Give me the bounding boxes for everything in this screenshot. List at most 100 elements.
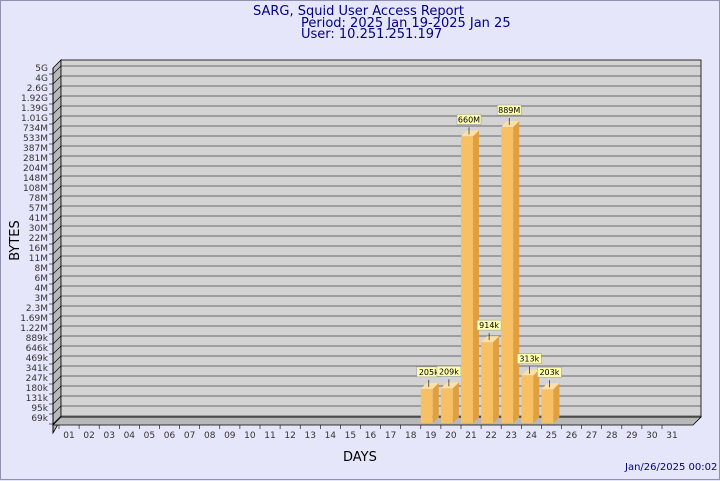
y-gridline-depth — [52, 175, 62, 185]
x-tick-label: 28 — [606, 431, 618, 441]
y-tick-label: 204M — [23, 164, 48, 174]
bar-top — [521, 369, 540, 376]
y-tick-label: 41M — [29, 214, 48, 224]
y-tick-label: 2.6G — [27, 84, 48, 94]
x-tick-label: 04 — [124, 431, 136, 441]
y-gridline-depth — [52, 395, 62, 405]
y-tick-label: 108M — [23, 184, 48, 194]
y-tick-label: 5G — [35, 64, 48, 74]
y-gridline-depth — [52, 285, 62, 295]
x-tick-label: 02 — [83, 431, 94, 441]
y-gridline-depth — [52, 365, 62, 375]
y-gridline-depth — [52, 65, 62, 75]
y-gridline-depth — [52, 215, 62, 225]
bar-value-label: 313k — [519, 355, 539, 364]
x-tick-label: 17 — [385, 431, 396, 441]
y-gridline-depth — [52, 165, 62, 175]
y-gridline-depth — [52, 275, 62, 285]
bar-value-label: 205k — [419, 368, 439, 377]
x-tick-label: 07 — [184, 431, 195, 441]
x-tick-label: 06 — [164, 431, 176, 441]
y-tick-label: 3M — [35, 294, 49, 304]
x-tick-label: 22 — [485, 431, 496, 441]
y-tick-label: 4G — [35, 74, 48, 84]
bar — [420, 388, 433, 423]
x-tick-label: 15 — [345, 431, 356, 441]
y-gridline-depth — [52, 185, 62, 195]
y-tick-label: 281M — [23, 154, 48, 164]
y-gridline-depth — [52, 355, 62, 365]
y-gridline-depth — [52, 265, 62, 275]
bar-top — [420, 382, 439, 389]
y-gridline-depth — [52, 95, 62, 105]
y-gridline-depth — [52, 305, 62, 315]
x-tick-label: 05 — [144, 431, 155, 441]
y-tick-label: 57M — [29, 204, 48, 214]
bar-side — [452, 382, 459, 423]
chart-user: User: 10.251.251.197 — [301, 27, 443, 42]
y-gridline-depth — [52, 75, 62, 85]
y-tick-label: 16M — [29, 244, 48, 254]
y-tick-label: 8M — [35, 264, 49, 274]
x-tick-label: 10 — [244, 431, 256, 441]
y-gridline-depth — [52, 155, 62, 165]
chart-period: Period: 2025 Jan 19-2025 Jan 25 — [301, 16, 511, 31]
x-tick-label: 26 — [566, 431, 578, 441]
y-gridline-depth — [52, 115, 62, 125]
y-tick-label: 95k — [31, 404, 48, 414]
bar — [481, 342, 494, 423]
y-tick-label: 1.39G — [21, 104, 48, 114]
x-tick-label: 19 — [425, 431, 437, 441]
x-tick-label: 18 — [405, 431, 417, 441]
x-tick-label: 20 — [445, 431, 457, 441]
y-tick-label: 469k — [26, 354, 49, 364]
y-gridline-depth — [52, 325, 62, 335]
x-tick-label: 09 — [224, 431, 236, 441]
x-tick-label: 24 — [526, 431, 538, 441]
bar-top — [461, 130, 479, 137]
y-tick-label: 889k — [26, 334, 49, 344]
y-gridline-depth — [52, 225, 62, 235]
x-tick-label: 11 — [264, 431, 275, 441]
y-tick-label: 148M — [23, 174, 48, 184]
y-gridline-depth — [52, 235, 62, 245]
bar-label-box — [436, 366, 462, 377]
y-gridline-depth — [52, 145, 62, 155]
y-tick-label: 387M — [23, 144, 48, 154]
bar-value-label: 660M — [458, 115, 480, 124]
x-tick-label: 21 — [465, 431, 476, 441]
y-tick-label: 78M — [29, 194, 48, 204]
bar-top — [440, 382, 459, 389]
plot-floor — [52, 416, 702, 426]
bar-value-label: 889M — [498, 106, 520, 115]
x-tick-label: 25 — [546, 431, 557, 441]
generated-timestamp: Jan/26/2025 00:02 — [625, 462, 718, 473]
bar-side — [432, 382, 439, 423]
bar-value-label: 203k — [539, 368, 559, 377]
bar-label-box — [537, 366, 562, 378]
y-tick-label: 4M — [35, 284, 49, 294]
bar — [501, 126, 514, 423]
bar-side — [513, 120, 520, 423]
x-tick-label: 03 — [103, 431, 114, 441]
y-tick-label: 247k — [26, 374, 49, 384]
bar-value-label: 914k — [479, 321, 499, 330]
y-tick-label: 2.3M — [26, 304, 48, 314]
y-tick-label: 1.22M — [20, 324, 48, 334]
y-gridline-depth — [52, 105, 62, 115]
y-tick-label: 1.69M — [20, 314, 48, 324]
x-tick-label: 14 — [325, 431, 337, 441]
bar-top — [481, 336, 500, 343]
bar — [440, 388, 453, 423]
x-tick-label: 30 — [646, 431, 658, 441]
bar-label-box — [517, 353, 542, 364]
y-gridline-depth — [52, 405, 62, 415]
y-gridline-depth — [52, 85, 62, 95]
y-tick-label: 734M — [23, 124, 48, 134]
bar-top — [541, 383, 560, 390]
y-gridline-depth — [52, 295, 62, 305]
y-tick-label: 69k — [31, 414, 48, 424]
y-gridline-depth — [52, 255, 62, 265]
